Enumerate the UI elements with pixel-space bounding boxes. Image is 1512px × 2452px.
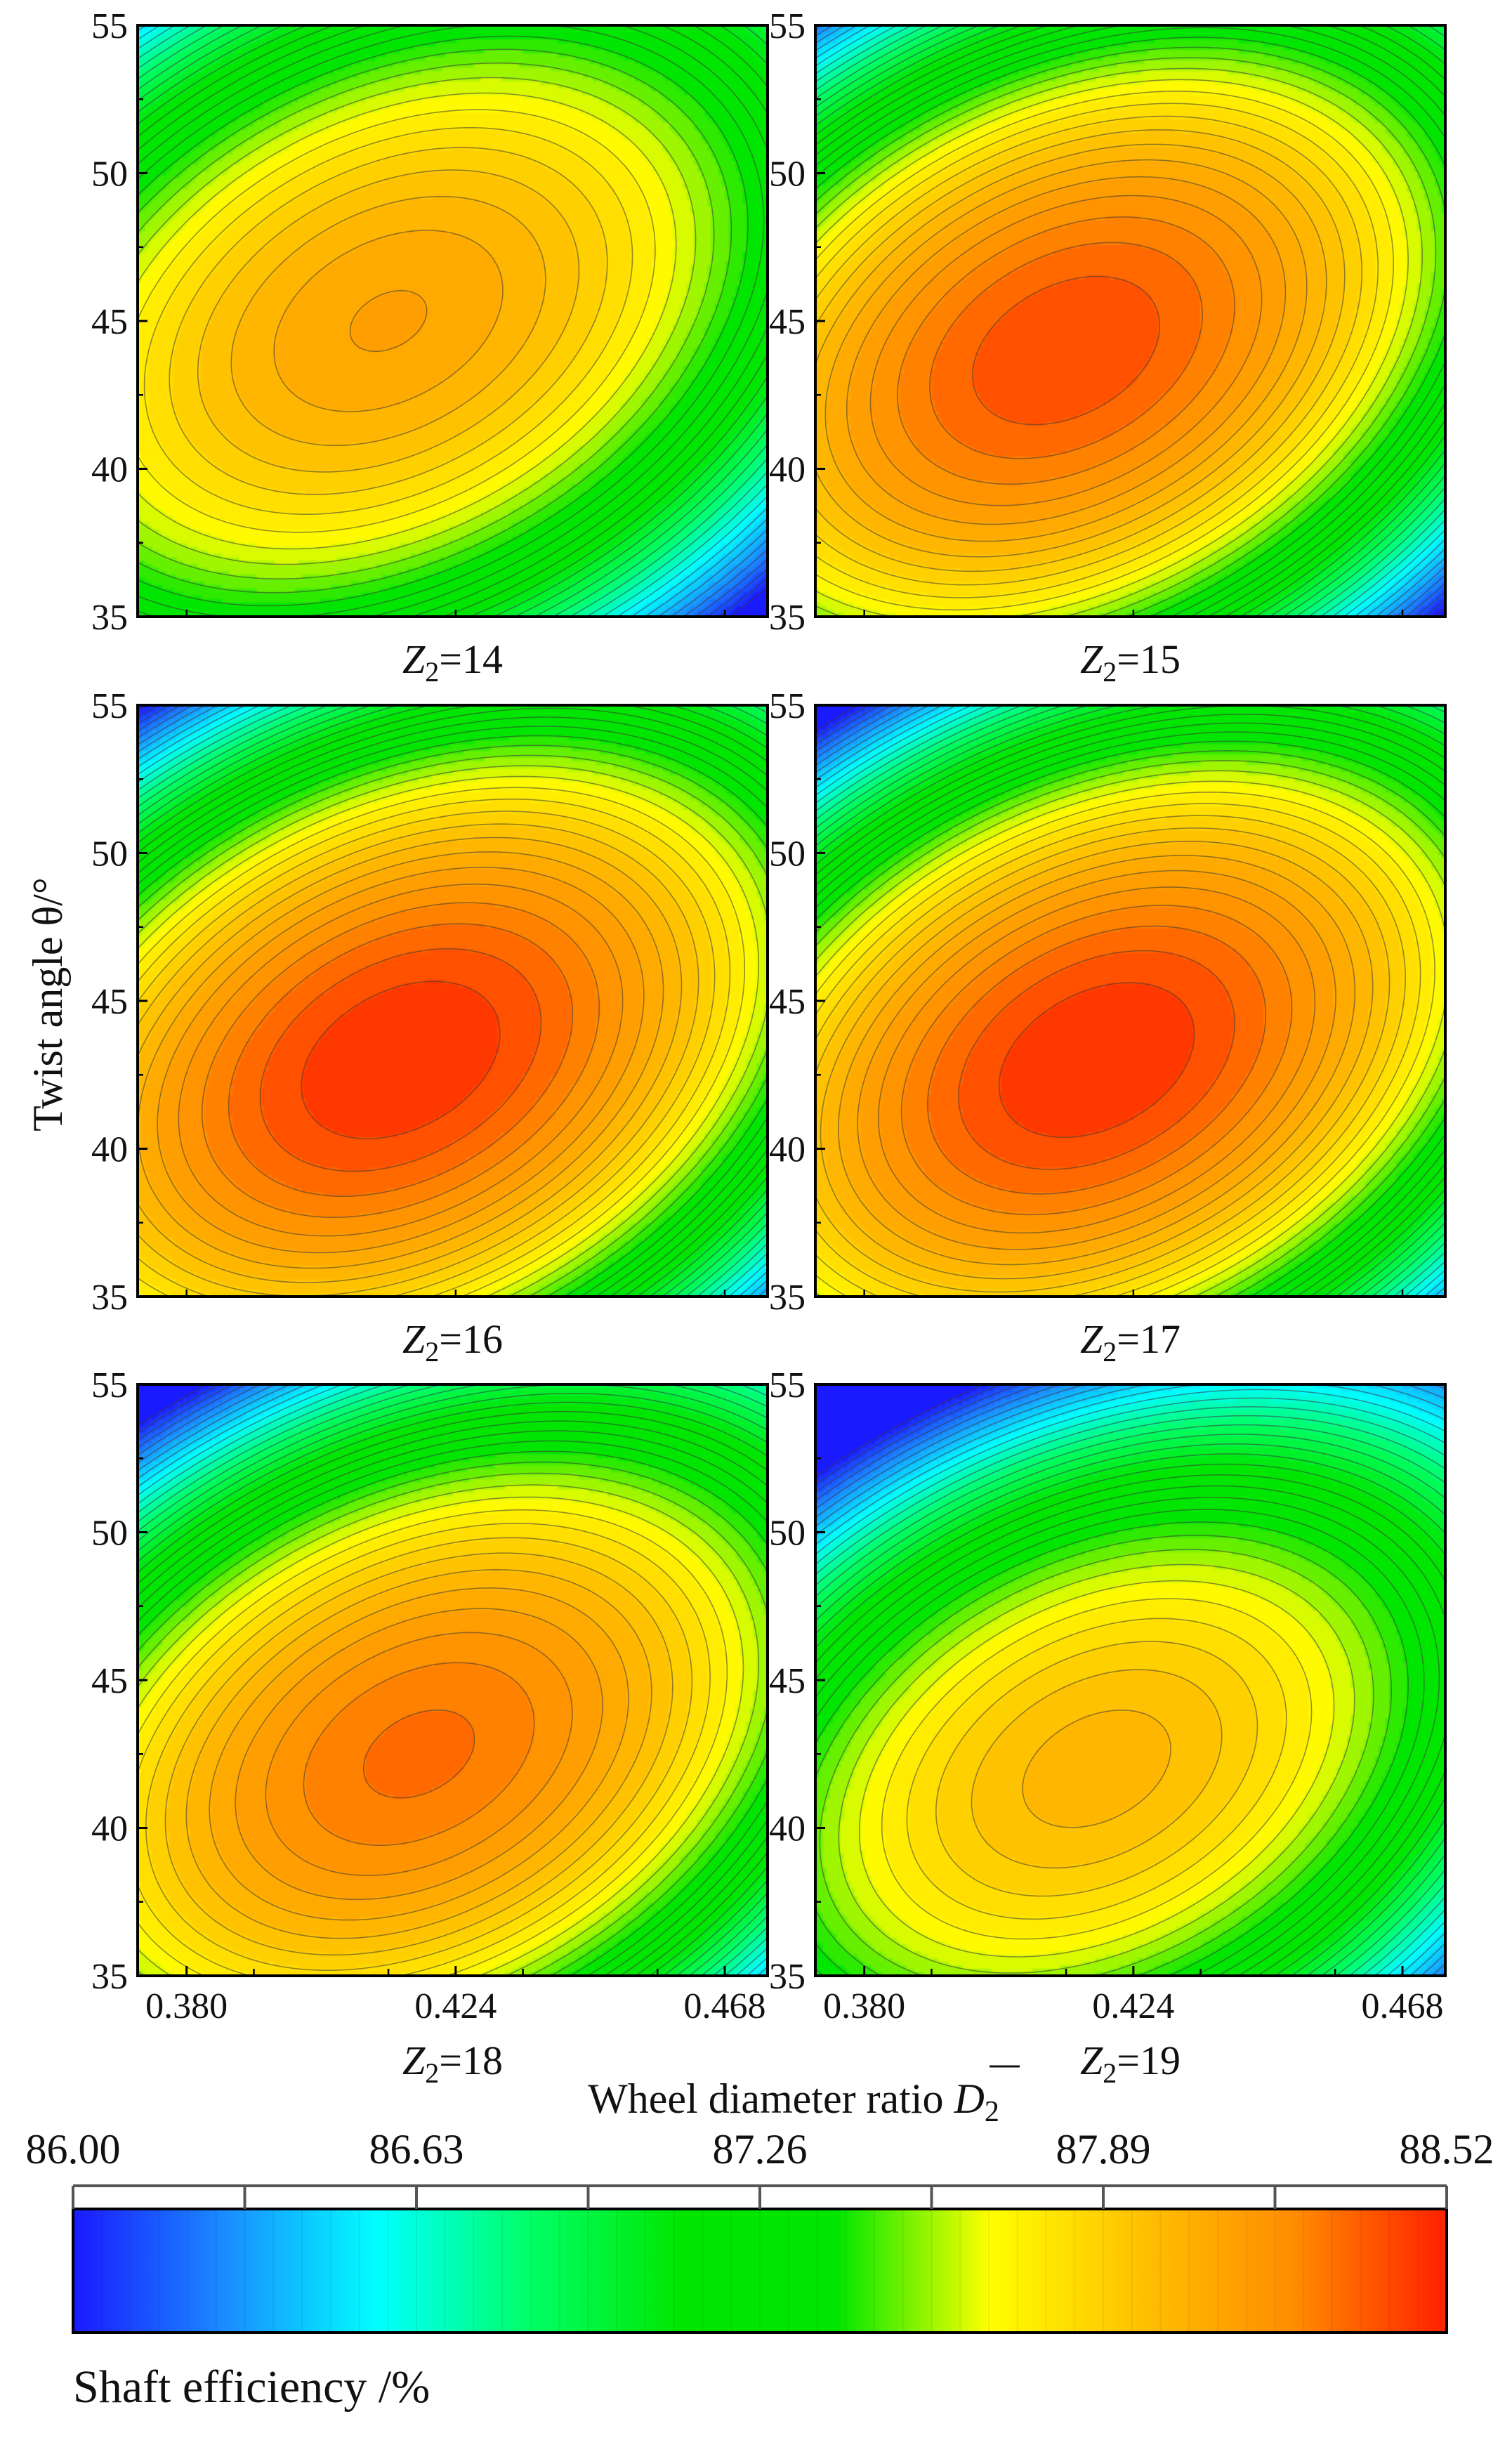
- y-axis: 35 40 45 50 55: [91, 6, 147, 638]
- contour-lines: [137, 1384, 768, 1976]
- y-tick-label: 55: [91, 686, 128, 726]
- panel-label: Z2=15: [1080, 636, 1181, 688]
- colorbar-tick-label: 87.89: [1056, 2126, 1151, 2172]
- y-tick-label: 55: [769, 6, 806, 46]
- y-axis: 35 40 45 50 55: [769, 1365, 825, 1997]
- colorbar-tick-label: 86.63: [369, 2126, 464, 2172]
- y-tick-label: 45: [769, 982, 806, 1022]
- contour-panel: 35 40 45 50 55 Z2=14: [91, 6, 769, 688]
- colorbar-title: Shaft efficiency /%: [73, 2361, 430, 2413]
- contour-isolines: [137, 704, 768, 1297]
- y-tick-label: 55: [91, 1365, 128, 1405]
- y-tick-label: 35: [91, 1957, 128, 1997]
- y-axis: 35 40 45 50 55: [91, 1365, 147, 1997]
- colorbar-tick-label: 87.26: [713, 2126, 808, 2172]
- y-tick-label: 50: [769, 1514, 806, 1554]
- y-tick-label: 40: [769, 450, 806, 490]
- y-tick-label: 40: [769, 1130, 806, 1170]
- y-tick-label: 55: [91, 6, 128, 46]
- contour-panel: 35 40 45 50 55 0.380 0.424 0.468 Z2=19: [769, 1365, 1447, 2089]
- x-axis: 0.380 0.424 0.468: [145, 1966, 766, 2026]
- colorbar-gradient: [73, 2209, 1447, 2333]
- x-axis: 0.380 0.424 0.468: [823, 1966, 1444, 2026]
- y-tick-label: 45: [91, 302, 128, 342]
- y-tick-label: 50: [91, 834, 128, 874]
- colorbar-tick-label: 86.00: [26, 2126, 121, 2172]
- x-tick-label: 0.468: [684, 1986, 766, 2026]
- contour-isolines: [137, 1384, 768, 1976]
- contour-fill: [138, 25, 768, 617]
- contour-lines: [815, 1384, 1446, 1976]
- y-axis: 35 40 45 50 55: [91, 686, 147, 1318]
- colorbar-tick-label: 88.52: [1400, 2126, 1494, 2172]
- panel-label: Z2=18: [402, 2038, 503, 2089]
- contour-fill: [815, 25, 1445, 617]
- y-tick-label: 50: [769, 834, 806, 874]
- y-tick-label: 50: [91, 155, 128, 195]
- colorbar-bands: [100, 2209, 1419, 2333]
- y-axis: 35 40 45 50 55: [769, 686, 825, 1318]
- contour-panels: 35 40 45 50 55 Z2=14 35 40 45 50 55 Z2=15 35 40 45 50 55…: [91, 6, 1447, 2089]
- y-tick-label: 35: [91, 1278, 128, 1318]
- panel-label: Z2=19: [1080, 2038, 1181, 2089]
- contour-panel: 35 40 45 50 55 Z2=16: [91, 686, 769, 1368]
- contour-isolines: [815, 25, 1446, 617]
- y-tick-label: 40: [91, 1130, 128, 1170]
- x-tick-label: 0.468: [1362, 1986, 1444, 2026]
- contour-panel: 35 40 45 50 55 Z2=15: [769, 6, 1447, 688]
- panel-label: Z2=14: [402, 636, 503, 688]
- contour-isolines: [815, 1384, 1446, 1976]
- y-axis: 35 40 45 50 55: [769, 6, 825, 638]
- y-tick-label: 45: [91, 1661, 128, 1701]
- contour-lines: [137, 704, 768, 1297]
- y-tick-label: 55: [769, 1365, 806, 1405]
- y-tick-label: 45: [769, 302, 806, 342]
- x-tick-label: 0.424: [1092, 1986, 1174, 2026]
- y-tick-label: 35: [769, 1957, 806, 1997]
- x-tick-label: 0.424: [414, 1986, 497, 2026]
- colorbar: 86.00 86.63 87.26 87.89 88.52 Shaft efficienc…: [26, 2126, 1494, 2413]
- y-tick-label: 40: [769, 1809, 806, 1849]
- y-tick-label: 40: [91, 450, 128, 490]
- axes-labels: Twist angle θ/° Wheel diameter ratio D2: [25, 877, 1020, 2128]
- y-tick-label: 45: [769, 1661, 806, 1701]
- contour-panel: 35 40 45 50 55 Z2=17: [769, 686, 1447, 1368]
- y-tick-label: 55: [769, 686, 806, 726]
- panel-label: Z2=16: [402, 1316, 503, 1368]
- contour-lines: [815, 25, 1446, 617]
- contour-panel: 35 40 45 50 55 0.380 0.424 0.468 Z2=18: [91, 1365, 769, 2089]
- y-tick-label: 40: [91, 1809, 128, 1849]
- x-tick-label: 0.380: [823, 1986, 905, 2026]
- contour-fill: [815, 705, 1445, 1297]
- y-tick-label: 50: [91, 1514, 128, 1554]
- y-tick-label: 45: [91, 982, 128, 1022]
- x-tick-label: 0.380: [145, 1986, 228, 2026]
- y-tick-label: 35: [769, 598, 806, 638]
- y-tick-label: 35: [769, 1278, 806, 1318]
- y-tick-label: 35: [91, 598, 128, 638]
- panel-label: Z2=17: [1080, 1316, 1181, 1368]
- y-tick-label: 50: [769, 155, 806, 195]
- x-axis-title: Wheel diameter ratio D2: [588, 2076, 999, 2128]
- y-axis-title: Twist angle θ/°: [25, 877, 71, 1132]
